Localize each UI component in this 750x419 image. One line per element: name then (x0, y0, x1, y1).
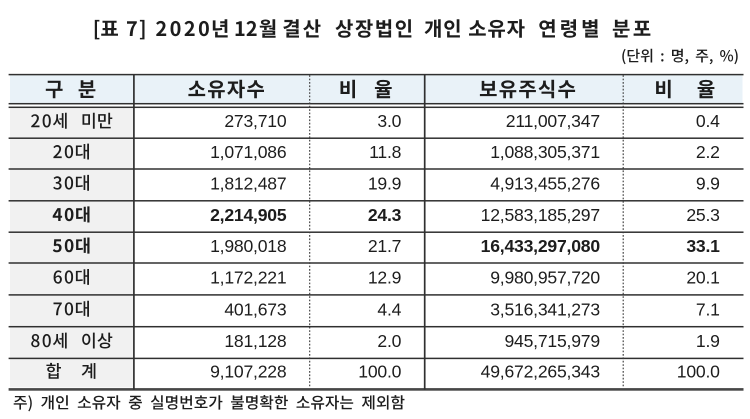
svg-text:21.7: 21.7 (368, 236, 401, 256)
svg-text:11.8: 11.8 (369, 142, 401, 162)
svg-text:1,071,086: 1,071,086 (210, 142, 287, 162)
svg-text:4.4: 4.4 (377, 299, 401, 319)
svg-text:0.4: 0.4 (696, 111, 720, 131)
svg-text:3,516,341,273: 3,516,341,273 (490, 299, 600, 319)
svg-text:1,088,305,371: 1,088,305,371 (490, 142, 600, 162)
svg-text:12,583,185,297: 12,583,185,297 (481, 205, 600, 225)
svg-text:20.1: 20.1 (686, 267, 719, 287)
svg-text:19.9: 19.9 (368, 173, 401, 193)
svg-text:9.9: 9.9 (696, 173, 720, 193)
svg-text:2.0: 2.0 (377, 331, 401, 351)
svg-text:1,172,221: 1,172,221 (210, 267, 286, 287)
svg-text:9,107,228: 9,107,228 (210, 362, 287, 382)
svg-text:33.1: 33.1 (686, 236, 720, 256)
svg-text:49,672,265,343: 49,672,265,343 (481, 362, 601, 382)
svg-text:25.3: 25.3 (686, 205, 720, 225)
svg-text:12.9: 12.9 (368, 267, 401, 287)
svg-text:3.0: 3.0 (377, 111, 401, 131)
svg-text:1.9: 1.9 (696, 331, 720, 351)
svg-text:9,980,957,720: 9,980,957,720 (490, 267, 600, 287)
svg-text:100.0: 100.0 (677, 362, 720, 382)
svg-text:1,812,487: 1,812,487 (210, 173, 286, 193)
svg-text:401,673: 401,673 (224, 299, 286, 319)
svg-text:2,214,905: 2,214,905 (210, 205, 287, 225)
svg-text:181,128: 181,128 (224, 331, 286, 351)
svg-text:100.0: 100.0 (358, 362, 401, 382)
svg-text:7.1: 7.1 (696, 299, 720, 319)
svg-text:211,007,347: 211,007,347 (506, 111, 600, 131)
svg-text:273,710: 273,710 (224, 111, 286, 131)
svg-text:4,913,455,276: 4,913,455,276 (490, 173, 600, 193)
svg-text:1,980,018: 1,980,018 (210, 236, 287, 256)
svg-text:16,433,297,080: 16,433,297,080 (481, 236, 601, 256)
svg-text:24.3: 24.3 (368, 205, 402, 225)
svg-text:945,715,979: 945,715,979 (504, 331, 599, 351)
svg-text:2.2: 2.2 (696, 142, 720, 162)
